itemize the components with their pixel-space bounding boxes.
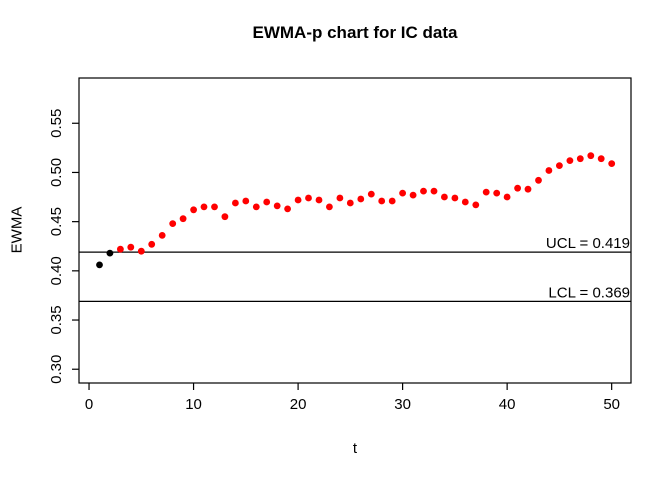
data-point (158, 232, 166, 239)
data-point (346, 199, 354, 207)
data-point (326, 203, 333, 211)
data-point (336, 194, 344, 202)
data-point (96, 261, 103, 269)
data-point (315, 196, 323, 204)
y-tick-label: 0.30 (48, 355, 65, 384)
data-point (399, 189, 406, 197)
data-point (388, 197, 396, 205)
plot-border (78, 77, 632, 384)
data-point (378, 197, 386, 205)
data-point (587, 152, 595, 160)
data-point (232, 199, 239, 207)
data-point (451, 194, 459, 202)
y-axis-title: EWMA (8, 206, 26, 254)
data-point (524, 185, 532, 193)
data-point (514, 184, 521, 192)
data-point (106, 249, 114, 257)
ucl-label: UCL = 0.419 (546, 235, 630, 252)
data-point (482, 188, 490, 196)
data-point (190, 206, 198, 214)
data-point (472, 201, 480, 209)
data-point (556, 162, 563, 170)
data-point (127, 243, 135, 251)
data-point (179, 215, 187, 223)
data-point (503, 193, 511, 201)
data-point (263, 198, 271, 206)
data-point (221, 213, 229, 221)
lcl-label: LCL = 0.369 (548, 284, 630, 301)
data-point (273, 202, 281, 210)
data-point (409, 191, 417, 199)
x-tick-label: 50 (603, 396, 620, 413)
data-point (367, 190, 375, 198)
x-tick-label: 10 (185, 396, 202, 413)
x-tick-label: 20 (290, 396, 307, 413)
data-point (294, 196, 302, 204)
x-tick-label: 40 (499, 396, 516, 413)
data-point (608, 160, 616, 168)
data-point (430, 187, 438, 195)
y-tick-label: 0.55 (48, 109, 65, 138)
data-point (137, 247, 145, 255)
data-point (597, 155, 605, 163)
data-point (461, 198, 469, 206)
y-tick-label: 0.50 (48, 158, 65, 187)
data-point (357, 195, 365, 203)
data-point (535, 176, 542, 184)
data-point (117, 245, 124, 253)
data-point (576, 155, 584, 163)
data-point (305, 194, 312, 202)
x-tick-label: 30 (394, 396, 411, 413)
x-axis-title: t (352, 440, 358, 457)
data-point (545, 167, 553, 174)
data-point (200, 203, 208, 211)
data-point (148, 240, 156, 248)
x-tick-label: 0 (85, 396, 93, 413)
data-point (169, 220, 177, 228)
y-tick-label: 0.35 (48, 305, 65, 334)
data-point (211, 203, 218, 211)
y-tick-label: 0.45 (48, 207, 65, 236)
y-tick-label: 0.40 (48, 256, 65, 285)
data-point (284, 205, 291, 213)
data-point (493, 189, 501, 197)
data-point (252, 203, 260, 211)
data-point (566, 157, 574, 165)
data-point (420, 187, 427, 195)
data-point (242, 197, 250, 205)
chart-title: EWMA-p chart for IC data (252, 23, 458, 42)
data-point (441, 193, 448, 201)
